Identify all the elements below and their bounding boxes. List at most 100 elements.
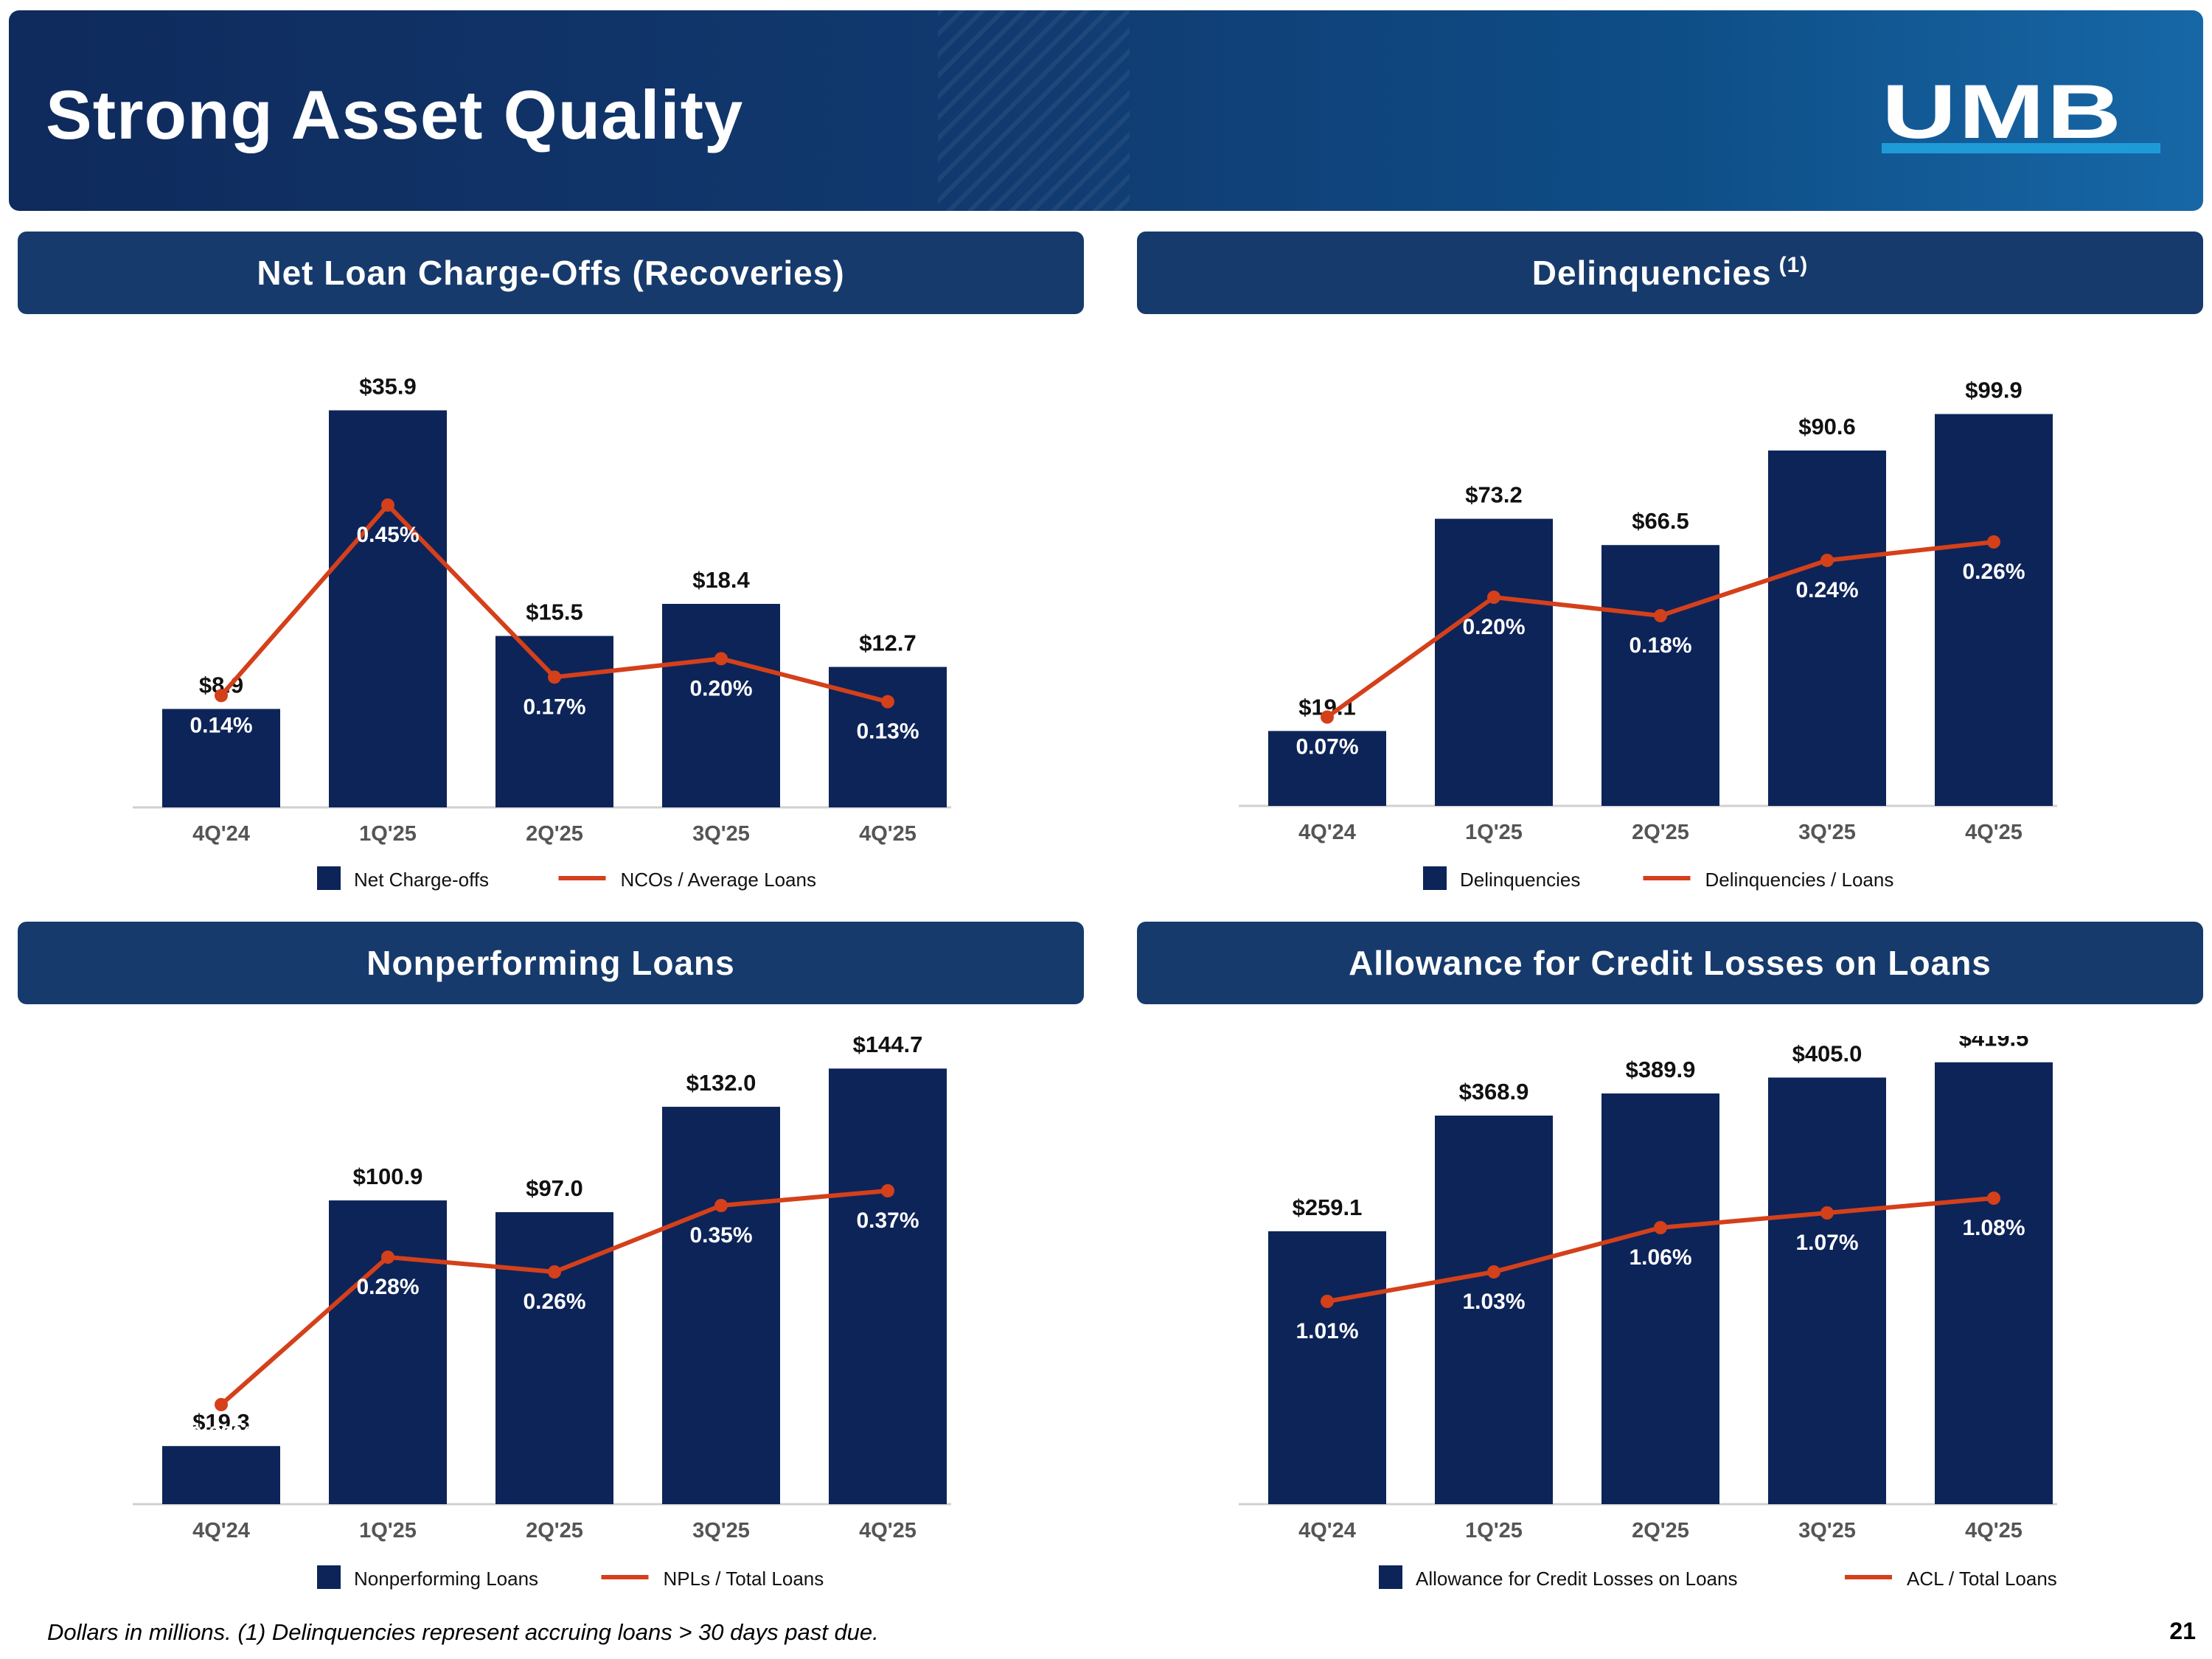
footnote: Dollars in millions. (1) Delinquencies r… [47,1619,879,1645]
bar [662,604,780,807]
bar-value-label: $389.9 [1626,1057,1696,1082]
bar-value-label: $419.5 [1959,1036,2029,1051]
bar [1435,518,1553,806]
category-tick-label: 3Q'25 [1798,1519,1856,1543]
umb-logo: UMB [1882,74,2162,156]
bar-value-label: $144.7 [853,1036,923,1057]
ratio-data-label: 0.45% [356,523,419,547]
bar [662,1107,780,1504]
legend-bar-swatch [317,1565,341,1589]
category-tick-label: 4Q'25 [1965,1519,2023,1543]
bar-value-label: $259.1 [1293,1194,1363,1220]
bar [329,1200,447,1504]
ratio-data-label: 0.08% [189,1422,252,1447]
page-number: 21 [2169,1618,2196,1644]
header-banner: Strong Asset Quality UMB [9,10,2203,211]
ratio-data-label: 0.20% [1462,615,1525,639]
category-tick-label: 1Q'25 [1465,1519,1523,1543]
bar [1768,1077,1886,1504]
category-tick-label: 4Q'24 [1298,1519,1356,1543]
category-tick-label: 1Q'25 [359,822,417,846]
bar [1268,1231,1386,1504]
legend-line-label: ACL / Total Loans [1907,1568,2057,1590]
bar [495,1211,613,1504]
bar-value-label: $132.0 [686,1070,757,1096]
ratio-point [548,670,561,684]
ratio-data-label: 0.07% [1295,735,1358,759]
category-tick-label: 4Q'25 [859,822,917,846]
legend-bar-label: Nonperforming Loans [354,1568,538,1590]
panel-header-delinquencies: Delinquencies (1) [1137,232,2203,314]
ratio-point [548,1265,561,1279]
npl-chart: $19.3 4Q'24 $100.9 1Q'25 $97.0 2Q'25 $132.0 3Q'… [133,1036,951,1590]
ratio-point [714,1199,728,1212]
panel-header-acl: Allowance for Credit Losses on Loans [1137,922,2203,1004]
bar [162,1446,280,1504]
ratio-point [881,1184,894,1197]
panel-title-acl: Allowance for Credit Losses on Loans [1349,944,1992,982]
panel-title-delinquencies: Delinquencies [1531,254,1772,292]
ratio-data-label: 1.07% [1795,1231,1858,1255]
ratio-data-label: 1.01% [1295,1319,1358,1343]
category-tick-label: 3Q'25 [692,1519,750,1543]
category-tick-label: 2Q'25 [526,822,583,846]
ratio-data-label: 0.17% [523,695,585,719]
category-tick-label: 3Q'25 [692,822,750,846]
ratio-data-label: 1.06% [1629,1245,1691,1270]
ratio-point [215,689,228,703]
category-tick-label: 4Q'24 [1298,821,1356,844]
delinquencies-chart: $19.14Q'24$73.21Q'25$66.52Q'25$90.63Q'25… [1239,378,2057,891]
ratio-point [1820,554,1834,567]
bar [1935,414,2053,806]
bar-value-label: $15.5 [526,599,583,625]
bar-value-label: $99.9 [1965,378,2023,403]
bar [1768,451,1886,806]
ratio-point [1654,609,1667,622]
legend-line-label: Delinquencies / Loans [1705,869,1894,891]
panel-title-footnote-marker: (1) [1778,253,1809,277]
bar [1935,1062,2053,1504]
category-tick-label: 1Q'25 [359,1519,417,1543]
category-tick-label: 4Q'24 [192,1519,250,1543]
category-tick-label: 2Q'25 [526,1519,583,1543]
ratio-data-label: 0.26% [1962,560,2025,584]
legend-bar-swatch [317,866,341,890]
bar-value-label: $66.5 [1632,508,1689,534]
bar-value-label: $73.2 [1465,482,1523,508]
panel-header-npl: Nonperforming Loans [18,922,1084,1004]
ratio-data-label: 0.35% [689,1223,752,1248]
ratio-data-label: 0.20% [689,676,752,700]
ratio-data-label: 0.18% [1629,633,1691,658]
bar-value-label: $19.3 [192,1409,250,1435]
bar [1435,1116,1553,1504]
ratio-point [1987,1192,2000,1205]
bar-value-label: $12.7 [859,630,917,656]
ratio-point [381,1251,394,1264]
bar [1268,731,1386,806]
panel-title-nco: Net Loan Charge-Offs (Recoveries) [257,254,845,292]
ratio-point [1487,1265,1500,1279]
ratio-point [1487,591,1500,604]
ratio-data-label: 0.26% [523,1290,585,1314]
logo-underline [1882,143,2160,153]
category-tick-label: 4Q'24 [192,822,250,846]
ratio-point [1820,1206,1834,1220]
bar-value-label: $368.9 [1459,1079,1529,1105]
bar [162,709,280,807]
category-tick-label: 4Q'25 [859,1519,917,1543]
page-title: Strong Asset Quality [46,76,744,153]
bar-value-label: $18.4 [692,567,750,593]
legend-bar-label: Allowance for Credit Losses on Loans [1416,1568,1737,1590]
ratio-point [1987,535,2000,549]
acl-chart: $259.1 4Q'24 $368.9 1Q'25 $389.9 2Q'25 $405.0 3… [1239,1036,2057,1590]
bar [329,410,447,807]
ratio-data-label: 0.13% [856,720,919,744]
ratio-point [1654,1221,1667,1234]
ratio-data-label: 0.28% [356,1275,419,1299]
ratio-point [881,695,894,709]
category-tick-label: 3Q'25 [1798,821,1856,844]
bar-value-label: $35.9 [359,374,417,400]
category-tick-label: 2Q'25 [1632,821,1689,844]
ratio-point [215,1398,228,1411]
bar-value-label: $90.6 [1798,414,1856,439]
